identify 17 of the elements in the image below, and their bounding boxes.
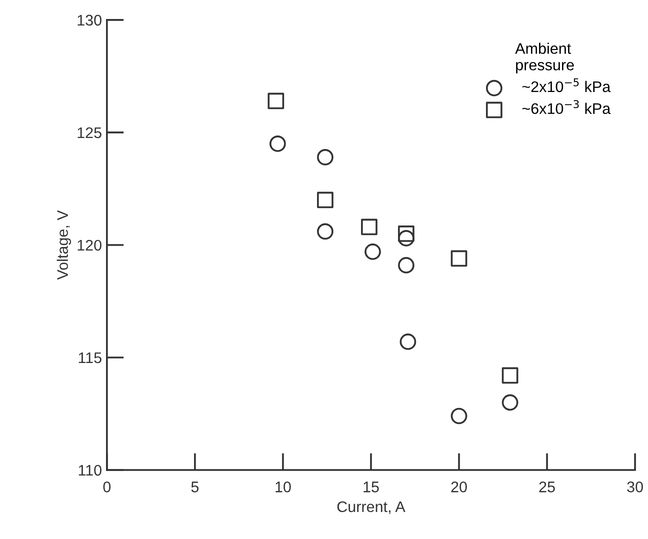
y-tick-label: 110 (78, 464, 102, 476)
x-tick-label: 25 (539, 482, 555, 492)
x-tick-label: 0 (103, 482, 111, 492)
y-tick-label: 125 (78, 127, 102, 138)
y-tick-label: 120 (78, 240, 102, 251)
legend-label: ~2x10$^{−5}$ kPa (522, 78, 611, 92)
legend-label: ~6x10$^{−3}$ kPa (522, 100, 611, 114)
x-tick-label: 5 (191, 482, 199, 492)
x-tick-label: 15 (364, 482, 379, 492)
x-tick-label: 10 (276, 482, 291, 492)
legend-title: Ambient pressure (515, 42, 574, 74)
x-tick-label: 20 (451, 482, 467, 492)
x-axis-title: Current, A (337, 501, 406, 514)
y-axis-title: Voltage, V (56, 210, 72, 280)
x-tick-label: 30 (627, 482, 643, 492)
y-tick-label: 115 (78, 352, 102, 364)
y-tick-label: 130 (78, 14, 102, 26)
